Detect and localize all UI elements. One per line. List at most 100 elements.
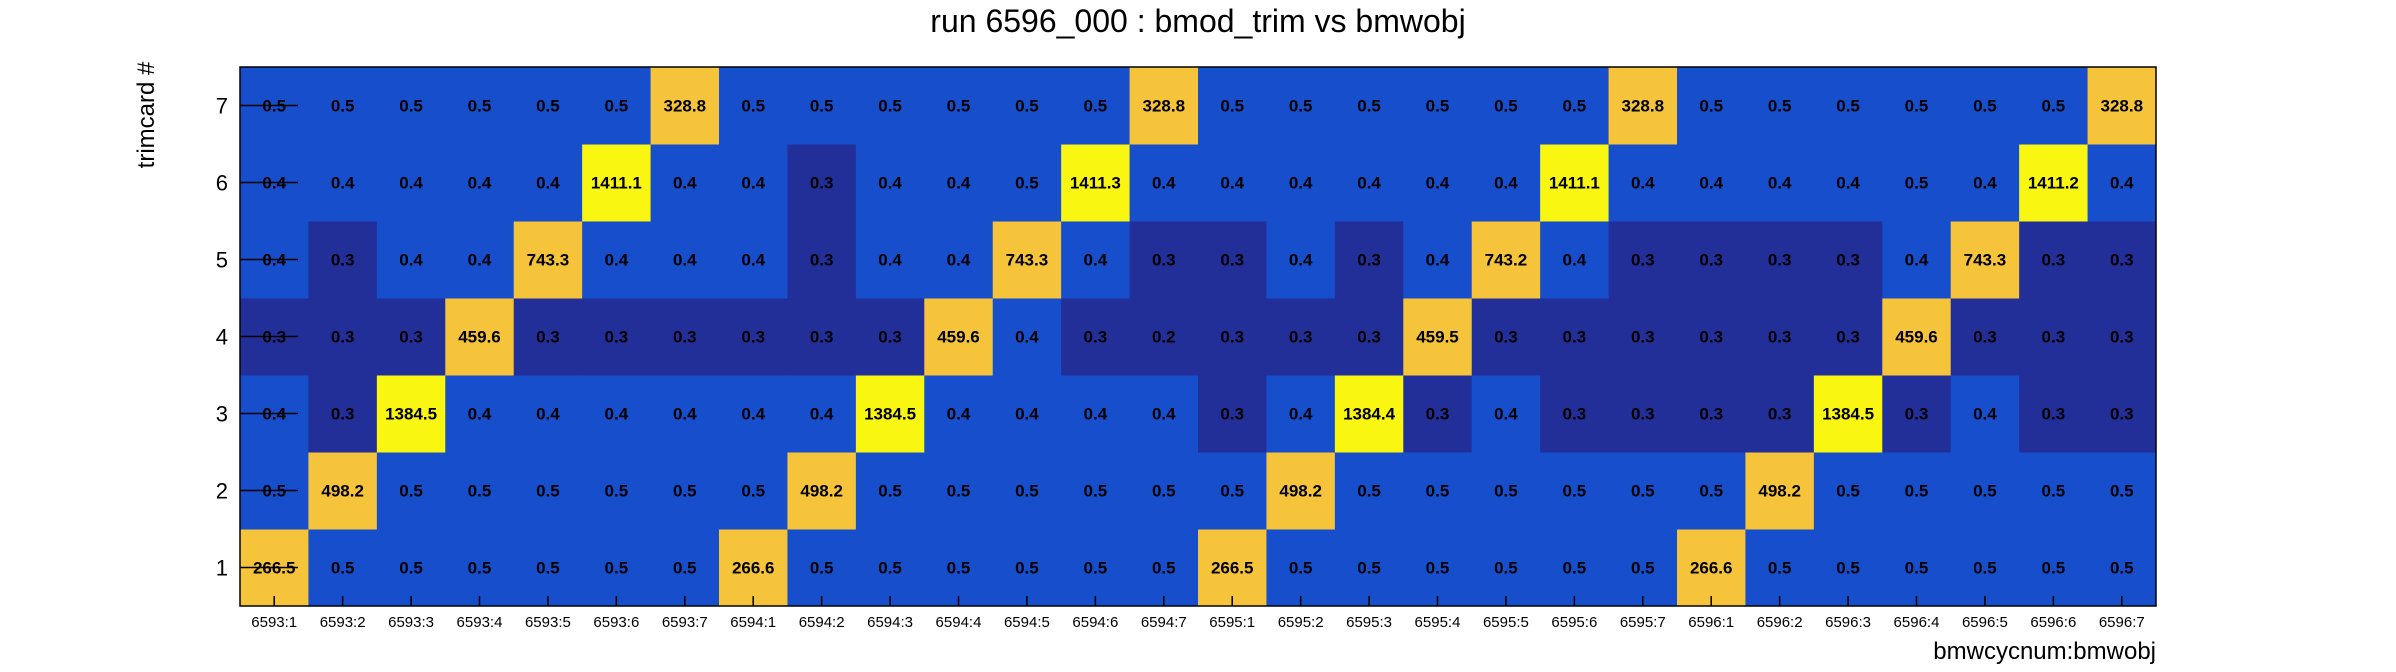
heatmap-cell bbox=[1403, 375, 1473, 453]
x-tick-label: 6596:3 bbox=[1825, 614, 1871, 631]
cell-value-label: 0.4 bbox=[1289, 174, 1313, 193]
cell-value-label: 0.5 bbox=[1563, 559, 1587, 578]
cell-value-label: 0.5 bbox=[1015, 174, 1039, 193]
cell-value-label: 0.5 bbox=[741, 97, 765, 116]
x-tick-label: 6594:3 bbox=[867, 614, 913, 631]
heatmap-cell bbox=[1813, 67, 1883, 145]
cell-value-label: 0.5 bbox=[1426, 482, 1450, 501]
heatmap-cell bbox=[992, 221, 1062, 299]
heatmap-cell bbox=[513, 529, 583, 607]
heatmap-cell bbox=[445, 298, 515, 376]
heatmap-cell bbox=[719, 144, 788, 222]
cell-value-label: 0.5 bbox=[605, 559, 629, 578]
cell-value-label: 0.3 bbox=[2042, 405, 2066, 424]
heatmap-cell bbox=[445, 529, 515, 607]
heatmap-cell bbox=[445, 375, 515, 453]
cell-value-label: 0.4 bbox=[1357, 174, 1381, 193]
cell-value-label: 0.3 bbox=[1220, 251, 1244, 270]
cell-value-label: 0.4 bbox=[605, 251, 629, 270]
cell-value-label: 0.3 bbox=[673, 328, 697, 347]
cell-value-label: 0.5 bbox=[536, 559, 560, 578]
cell-value-label: 266.5 bbox=[1211, 559, 1254, 578]
heatmap-cell bbox=[2019, 67, 2089, 145]
heatmap-cell bbox=[1471, 452, 1541, 530]
cell-value-label: 0.4 bbox=[399, 174, 423, 193]
cell-value-label: 0.4 bbox=[536, 405, 560, 424]
cell-value-label: 1411.1 bbox=[591, 174, 642, 193]
heatmap-cell bbox=[1540, 67, 1610, 145]
heatmap-cell bbox=[582, 452, 652, 530]
cell-value-label: 0.5 bbox=[1015, 559, 1039, 578]
cell-value-label: 0.5 bbox=[878, 97, 902, 116]
cell-value-label: 459.6 bbox=[1895, 328, 1938, 347]
heatmap-cell bbox=[1745, 298, 1815, 376]
x-tick-label: 6595:3 bbox=[1346, 614, 1392, 631]
cell-value-label: 1411.2 bbox=[2028, 174, 2079, 193]
heatmap-cell bbox=[1403, 298, 1473, 376]
cell-value-label: 0.5 bbox=[1220, 97, 1244, 116]
cell-value-label: 0.5 bbox=[1563, 97, 1587, 116]
cell-value-labels: 266.5 0.5 0.5 0.5 0.5 0.5 0.5 266.6 0.5 0.5 0.5 0.5… bbox=[253, 97, 2143, 578]
cell-value-label: 0.4 bbox=[741, 251, 765, 270]
heatmap-cell bbox=[2019, 221, 2089, 299]
heatmap-cell bbox=[2087, 67, 2157, 145]
cell-value-label: 0.4 bbox=[1973, 405, 1997, 424]
cell-value-label: 0.3 bbox=[1699, 405, 1723, 424]
heatmap-cell bbox=[1950, 529, 2020, 607]
cell-value-label: 0.3 bbox=[536, 328, 560, 347]
cell-value-label: 0.3 bbox=[1357, 251, 1381, 270]
cell-value-label: 0.5 bbox=[741, 482, 765, 501]
cell-value-label: 0.5 bbox=[1905, 559, 1929, 578]
heatmap-cell bbox=[582, 529, 652, 607]
x-tick-label: 6596:4 bbox=[1894, 614, 1940, 631]
heatmap-cell bbox=[1950, 67, 2020, 145]
cell-value-label: 0.4 bbox=[878, 251, 902, 270]
x-tick-label: 6596:2 bbox=[1757, 614, 1803, 631]
heatmap-cell bbox=[445, 221, 515, 299]
heatmap-cell bbox=[513, 298, 583, 376]
x-tick-label: 6596:6 bbox=[2030, 614, 2076, 631]
heatmap-cell bbox=[1334, 298, 1404, 376]
heatmap-cell bbox=[513, 375, 583, 453]
cell-value-label: 0.5 bbox=[1973, 559, 1997, 578]
heatmap-cell bbox=[376, 144, 446, 222]
y-tick-label: 2 bbox=[216, 479, 228, 504]
cell-value-label: 0.5 bbox=[1631, 482, 1655, 501]
cell-value-label: 0.3 bbox=[1563, 328, 1587, 347]
cell-value-label: 0.4 bbox=[1015, 405, 1039, 424]
heatmap-cell bbox=[855, 529, 925, 607]
heatmap-cell bbox=[855, 375, 925, 453]
cell-value-label: 0.5 bbox=[1905, 97, 1929, 116]
heatmap-cell bbox=[1677, 375, 1746, 453]
cell-value-label: 0.5 bbox=[2042, 97, 2066, 116]
heatmap-cell bbox=[1677, 67, 1746, 145]
cell-value-label: 0.5 bbox=[1220, 482, 1244, 501]
heatmap-cell bbox=[855, 67, 925, 145]
cell-value-label: 0.5 bbox=[1768, 559, 1792, 578]
heatmap-cell bbox=[1266, 452, 1336, 530]
heatmap-cell bbox=[1882, 144, 1952, 222]
cell-value-label: 0.3 bbox=[1836, 328, 1860, 347]
heatmap-cell bbox=[2087, 221, 2157, 299]
cell-value-label: 498.2 bbox=[1758, 482, 1801, 501]
cell-value-label: 0.5 bbox=[468, 482, 492, 501]
cell-value-label: 0.4 bbox=[947, 405, 971, 424]
heatmap-cell bbox=[1198, 529, 1267, 607]
heatmap-cell bbox=[1334, 221, 1404, 299]
cell-value-label: 0.5 bbox=[1494, 559, 1518, 578]
cell-value-label: 0.5 bbox=[1357, 482, 1381, 501]
x-tick-label: 6594:5 bbox=[1004, 614, 1050, 631]
heatmap-cell bbox=[650, 529, 720, 607]
heatmap-cell bbox=[1608, 221, 1678, 299]
cell-value-label: 0.4 bbox=[468, 405, 492, 424]
x-tick-label: 6593:5 bbox=[525, 614, 571, 631]
heatmap-cell bbox=[992, 375, 1062, 453]
heatmap-cell bbox=[924, 375, 994, 453]
x-tick-label: 6593:7 bbox=[662, 614, 708, 631]
heatmap-cell bbox=[1745, 67, 1815, 145]
heatmap-cell bbox=[376, 529, 446, 607]
heatmap-cell bbox=[445, 452, 515, 530]
heatmap-cell bbox=[1677, 221, 1746, 299]
cell-value-label: 0.3 bbox=[399, 328, 423, 347]
heatmap-cell bbox=[1882, 221, 1952, 299]
